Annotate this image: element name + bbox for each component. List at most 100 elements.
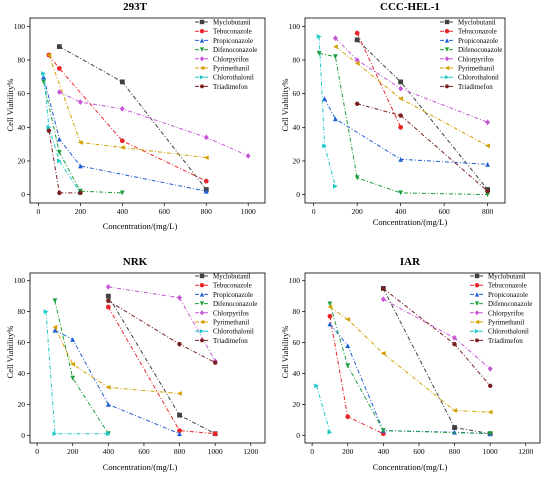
data-point xyxy=(56,66,62,71)
legend-entry: Propiconazole xyxy=(440,37,498,45)
y-axis-label: Cell Viability% xyxy=(5,79,15,132)
data-point xyxy=(333,116,338,122)
legend-marker xyxy=(199,283,205,288)
y-tick-label: 80 xyxy=(293,56,301,65)
series-line xyxy=(382,288,491,387)
plot-frame xyxy=(29,17,266,204)
data-point xyxy=(105,293,111,299)
x-tick-label: 200 xyxy=(342,447,354,456)
plot-frame xyxy=(29,272,266,444)
x-tick-label: 1000 xyxy=(208,447,223,456)
data-point xyxy=(57,158,62,164)
series-line xyxy=(335,46,488,147)
x-tick-label: 200 xyxy=(67,447,79,456)
legend-label: Chlorothalonil xyxy=(213,328,254,336)
chart-iar: IAR Cell Viability% Concentration/(mg/L)… xyxy=(280,256,541,472)
data-point xyxy=(57,136,62,142)
series-tebuconazole xyxy=(354,30,404,130)
data-point xyxy=(345,343,351,348)
data-point xyxy=(487,409,493,415)
data-point xyxy=(380,351,386,356)
legend-entry: Chlorothalonil xyxy=(195,328,254,336)
legend-marker xyxy=(444,47,450,52)
y-tick-label: 40 xyxy=(293,123,301,132)
series-line xyxy=(107,295,216,435)
legend-marker xyxy=(444,84,450,89)
legend-label: Tebuconazole xyxy=(213,28,252,36)
x-tick-label: 800 xyxy=(174,447,186,456)
legend-marker xyxy=(474,329,480,334)
legend-entry: Chlorpyrifos xyxy=(470,309,524,317)
data-point xyxy=(327,313,333,319)
data-point xyxy=(43,309,49,314)
legend-marker xyxy=(199,19,205,25)
x-tick-label: 600 xyxy=(159,207,171,216)
series-line xyxy=(356,32,402,128)
legend-label: Triadimefon xyxy=(458,83,493,91)
x-tick-label: 800 xyxy=(201,207,213,216)
x-tick-label: 0 xyxy=(35,447,39,456)
data-point xyxy=(46,52,52,58)
x-tick-label: 1200 xyxy=(243,447,258,456)
y-tick-label: 40 xyxy=(18,369,26,378)
y-tick-label: 80 xyxy=(18,307,26,316)
plot-frame xyxy=(304,272,541,444)
legend-marker xyxy=(444,56,450,62)
data-point xyxy=(70,361,76,367)
legend-entry: Myclobutanil xyxy=(195,19,251,27)
x-tick-label: 200 xyxy=(352,207,364,216)
data-point xyxy=(327,321,333,327)
legend-label: Difenoconazole xyxy=(458,46,502,54)
legend-entry: Difenoconazole xyxy=(440,46,502,54)
chart-title: NRK xyxy=(123,256,148,268)
legend-marker xyxy=(199,301,205,306)
x-tick-label: 400 xyxy=(117,207,129,216)
series-line xyxy=(329,323,491,435)
legend-entry: Tebuconazole xyxy=(195,28,252,36)
data-point xyxy=(78,99,83,105)
data-point xyxy=(354,30,360,36)
legend-label: Chlorothalonil xyxy=(213,74,254,82)
legend-marker xyxy=(199,329,205,334)
data-point xyxy=(203,134,209,141)
data-point xyxy=(345,414,351,420)
data-point xyxy=(78,140,83,145)
y-axis-label: Cell Viability% xyxy=(280,79,290,132)
data-point xyxy=(322,143,327,149)
data-point xyxy=(119,79,125,85)
legend-marker xyxy=(444,75,450,80)
series-triadimefon xyxy=(354,101,490,194)
series-triadimefon xyxy=(105,298,218,365)
data-point xyxy=(105,298,111,303)
data-point xyxy=(56,44,62,49)
legend-entry: Pyrimethanil xyxy=(470,319,524,327)
series-pyrimethanil xyxy=(46,52,209,160)
series-line xyxy=(335,37,488,123)
data-point xyxy=(212,360,218,365)
y-tick-label: 20 xyxy=(18,156,26,165)
data-point xyxy=(177,294,182,301)
legend-entry: Myclobutanil xyxy=(440,19,496,27)
legend-label: Myclobutanil xyxy=(213,19,251,27)
data-point xyxy=(485,189,490,194)
legend-entry: Pyrimethanil xyxy=(195,319,249,327)
series-tebuconazole xyxy=(46,52,209,184)
series-chlorpyrifos xyxy=(57,89,251,159)
data-point xyxy=(398,124,404,130)
y-tick-label: 60 xyxy=(18,338,26,347)
legend-entry: Triadimefon xyxy=(470,337,523,345)
series-line xyxy=(54,326,180,394)
data-point xyxy=(485,143,490,149)
series-line xyxy=(48,54,207,159)
series-line xyxy=(48,54,207,182)
data-point xyxy=(380,296,386,303)
data-point xyxy=(52,298,58,304)
legend-label: Pyrimethanil xyxy=(458,65,494,73)
data-point xyxy=(354,37,360,43)
legend-label: Pyrimethanil xyxy=(488,319,524,327)
data-point xyxy=(345,317,351,322)
legend-entry: Myclobutanil xyxy=(470,273,526,281)
data-point xyxy=(57,150,62,155)
data-point xyxy=(327,304,333,310)
